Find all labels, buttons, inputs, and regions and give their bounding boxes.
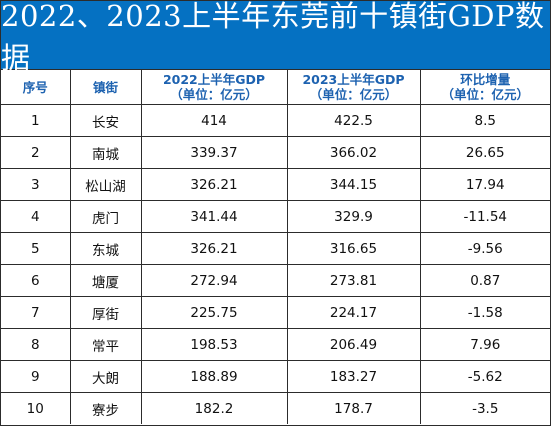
cell-gdp2023: 206.49 [286, 328, 421, 361]
cell-gdp2022: 272.94 [140, 264, 288, 297]
header-growth-line2: （单位：亿元） [441, 87, 529, 102]
cell-town: 虎门 [69, 200, 142, 233]
table-row: 2 南城 339.37 366.02 26.65 [1, 136, 550, 169]
header-growth-line1: 环比增量 [460, 72, 511, 87]
header-gdp2023: 2023上半年GDP （单位：亿元） [286, 70, 421, 105]
cell-town: 常平 [69, 328, 142, 361]
cell-index: 8 [1, 328, 71, 361]
header-town: 镇街 [69, 70, 142, 105]
cell-growth: 8.5 [419, 104, 550, 137]
cell-index: 5 [1, 232, 71, 265]
cell-growth: -5.62 [419, 360, 550, 393]
cell-gdp2023: 178.7 [286, 392, 421, 424]
header-gdp2023-line2: （单位：亿元） [309, 87, 398, 102]
cell-growth: -9.56 [419, 232, 550, 265]
cell-index: 4 [1, 200, 71, 233]
cell-gdp2022: 326.21 [140, 232, 288, 265]
table-row: 1 长安 414 422.5 8.5 [1, 104, 550, 137]
table-row: 9 大朗 188.89 183.27 -5.62 [1, 360, 550, 393]
cell-gdp2023: 273.81 [286, 264, 421, 297]
cell-gdp2023: 183.27 [286, 360, 421, 393]
cell-gdp2022: 198.53 [140, 328, 288, 361]
cell-gdp2023: 344.15 [286, 168, 421, 201]
cell-growth: -1.58 [419, 296, 550, 329]
cell-town: 东城 [69, 232, 142, 265]
cell-growth: 7.96 [419, 328, 550, 361]
cell-gdp2022: 188.89 [140, 360, 288, 393]
cell-town: 寮步 [69, 392, 142, 424]
header-index: 序号 [1, 70, 71, 105]
cell-growth: -3.5 [419, 392, 550, 424]
cell-index: 2 [1, 136, 71, 169]
table-row: 4 虎门 341.44 329.9 -11.54 [1, 200, 550, 233]
cell-index: 6 [1, 264, 71, 297]
cell-index: 3 [1, 168, 71, 201]
cell-growth: 0.87 [419, 264, 550, 297]
cell-town: 南城 [69, 136, 142, 169]
cell-gdp2022: 341.44 [140, 200, 288, 233]
cell-index: 1 [1, 104, 71, 137]
header-growth: 环比增量 （单位：亿元） [419, 70, 550, 105]
cell-town: 厚街 [69, 296, 142, 329]
page-title: 2022、2023上半年东莞前十镇街GDP数据 [1, 0, 550, 75]
cell-gdp2023: 316.65 [286, 232, 421, 265]
table-row: 5 东城 326.21 316.65 -9.56 [1, 232, 550, 265]
cell-gdp2023: 329.9 [286, 200, 421, 233]
cell-gdp2023: 422.5 [286, 104, 421, 137]
table-header-row: 序号 镇街 2022上半年GDP （单位：亿元） 2023上半年GDP （单位：… [1, 70, 550, 105]
table-row: 3 松山湖 326.21 344.15 17.94 [1, 168, 550, 201]
cell-town: 塘厦 [69, 264, 142, 297]
cell-growth: -11.54 [419, 200, 550, 233]
header-gdp2022-line1: 2022上半年GDP [162, 72, 266, 87]
header-gdp2022-line2: （单位：亿元） [170, 87, 258, 102]
cell-growth: 26.65 [419, 136, 550, 169]
cell-index: 9 [1, 360, 71, 393]
cell-index: 10 [1, 392, 71, 424]
table-row: 10 寮步 182.2 178.7 -3.5 [1, 392, 550, 424]
cell-gdp2023: 366.02 [286, 136, 421, 169]
cell-gdp2022: 225.75 [140, 296, 288, 329]
table-row: 6 塘厦 272.94 273.81 0.87 [1, 264, 550, 297]
cell-gdp2022: 326.21 [140, 168, 288, 201]
cell-gdp2022: 339.37 [140, 136, 288, 169]
table-row: 7 厚街 225.75 224.17 -1.58 [1, 296, 550, 329]
cell-town: 大朗 [69, 360, 142, 393]
table-row: 8 常平 198.53 206.49 7.96 [1, 328, 550, 361]
gdp-table: 序号 镇街 2022上半年GDP （单位：亿元） 2023上半年GDP （单位：… [1, 70, 550, 424]
cell-index: 7 [1, 296, 71, 329]
cell-gdp2023: 224.17 [286, 296, 421, 329]
cell-town: 松山湖 [69, 168, 142, 201]
cell-gdp2022: 182.2 [140, 392, 288, 424]
header-gdp2023-line1: 2023上半年GDP [302, 72, 405, 87]
cell-town: 长安 [69, 104, 142, 137]
header-gdp2022: 2022上半年GDP （单位：亿元） [140, 70, 288, 105]
cell-growth: 17.94 [419, 168, 550, 201]
cell-gdp2022: 414 [140, 104, 288, 137]
